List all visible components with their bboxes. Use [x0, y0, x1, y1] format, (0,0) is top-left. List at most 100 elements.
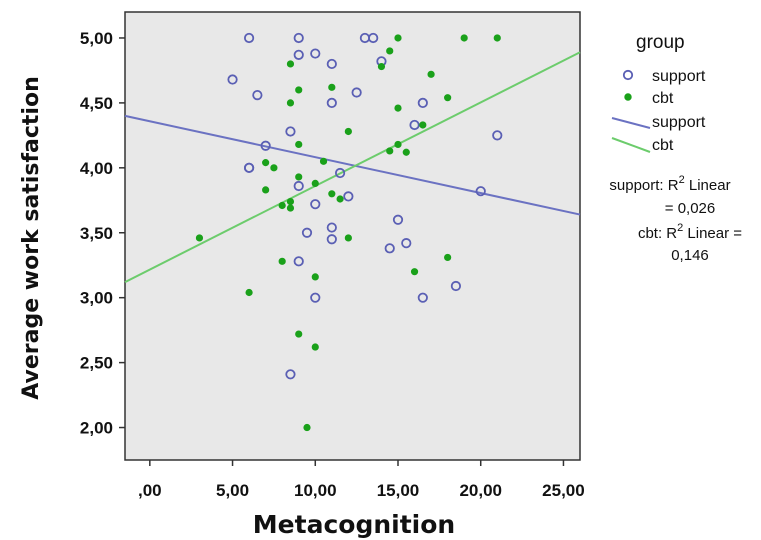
point-support-21 — [475, 186, 486, 197]
support-r2-line1: support: R2 Linear — [609, 174, 730, 194]
point-support-29 — [384, 243, 395, 254]
x-tick-label-5: 25,00 — [542, 481, 585, 500]
point-cbt-21 — [295, 173, 303, 181]
point-support-25 — [326, 222, 337, 233]
x-tick-label-3: 15,00 — [377, 481, 420, 500]
point-support-15 — [492, 130, 503, 141]
point-support-14 — [409, 119, 420, 131]
x-tick-label-2: 10,00 — [294, 481, 337, 500]
point-cbt-1 — [460, 34, 468, 42]
legend-marker-cbt — [624, 93, 632, 101]
point-cbt-5 — [377, 62, 386, 71]
point-cbt-24 — [328, 190, 336, 198]
point-support-8 — [227, 74, 238, 85]
y-tick-label-5: 4,50 — [80, 94, 113, 113]
point-cbt-35 — [245, 288, 253, 297]
point-support-34 — [285, 369, 296, 380]
point-cbt-8 — [328, 83, 336, 91]
point-cbt-10 — [394, 104, 402, 112]
data-points — [195, 32, 503, 432]
point-cbt-11 — [444, 94, 452, 102]
point-support-32 — [310, 292, 321, 303]
point-cbt-0 — [394, 34, 402, 42]
point-cbt-27 — [278, 201, 286, 210]
point-cbt-13 — [344, 127, 352, 136]
point-cbt-32 — [278, 257, 286, 265]
legend-label-cbt-line: cbt — [652, 137, 674, 154]
y-tick-label-2: 3,00 — [80, 289, 113, 308]
point-support-19 — [334, 167, 346, 179]
legend-line-cbt — [611, 137, 651, 153]
legend: group support cbt support cbt — [611, 32, 706, 154]
y-axis-title: Average work satisfaction — [19, 76, 44, 400]
point-cbt-23 — [262, 186, 270, 194]
legend-label-support-line: support — [652, 114, 706, 131]
cbt-r2-line1: cbt: R2 Linear = — [638, 222, 742, 242]
fit-lines — [124, 51, 581, 283]
plot-area — [124, 11, 581, 461]
point-cbt-34 — [311, 273, 319, 281]
point-cbt-18 — [262, 159, 270, 167]
point-support-12 — [417, 97, 428, 108]
legend-line-support — [611, 117, 651, 129]
point-cbt-25 — [336, 195, 344, 203]
point-support-28 — [401, 238, 412, 249]
point-support-23 — [343, 191, 354, 202]
point-cbt-26 — [286, 197, 295, 206]
r2-annotations: support: R2 Linear = 0,026 cbt: R2 Linea… — [609, 174, 742, 264]
point-support-27 — [301, 227, 313, 238]
point-cbt-4 — [286, 60, 295, 68]
x-tick-label-0: ,00 — [138, 481, 162, 500]
point-cbt-9 — [286, 99, 295, 107]
cbt-r2-line2: 0,146 — [671, 247, 709, 264]
point-support-9 — [252, 90, 263, 101]
y-tick-label-4: 4,00 — [80, 159, 113, 178]
legend-label-cbt-marker: cbt — [652, 90, 674, 107]
point-support-10 — [326, 97, 337, 108]
point-cbt-38 — [303, 423, 311, 432]
y-tick-label-3: 3,50 — [80, 224, 113, 243]
point-support-5 — [310, 48, 321, 59]
point-cbt-22 — [311, 179, 319, 188]
x-axis-title: Metacognition — [253, 510, 455, 539]
point-cbt-7 — [295, 86, 303, 94]
y-tick-label-6: 5,00 — [80, 29, 113, 48]
point-support-33 — [417, 292, 428, 303]
x-axis-ticks: ,00 5,00 10,00 15,00 20,00 25,00 — [138, 460, 585, 500]
fit-line-support — [124, 114, 581, 216]
point-cbt-28 — [286, 204, 295, 212]
y-tick-label-0: 2,00 — [80, 419, 113, 438]
point-support-20 — [293, 180, 304, 192]
support-r2-line2: = 0,026 — [665, 200, 715, 217]
point-cbt-3 — [386, 47, 394, 55]
point-support-31 — [450, 280, 462, 292]
point-support-11 — [351, 87, 362, 98]
point-support-26 — [326, 234, 337, 245]
point-cbt-37 — [311, 343, 319, 351]
point-support-3 — [368, 32, 379, 44]
point-cbt-6 — [427, 70, 435, 78]
y-tick-label-1: 2,50 — [80, 354, 113, 373]
point-cbt-20 — [270, 164, 278, 172]
point-cbt-36 — [295, 330, 303, 338]
point-cbt-30 — [344, 234, 352, 242]
point-support-4 — [293, 49, 304, 60]
point-cbt-19 — [319, 157, 328, 165]
point-cbt-14 — [295, 140, 303, 149]
legend-label-support-marker: support — [652, 68, 706, 85]
x-tick-label-4: 20,00 — [459, 481, 502, 500]
legend-marker-support — [622, 69, 634, 81]
point-support-18 — [243, 162, 255, 173]
point-support-1 — [293, 32, 304, 44]
point-cbt-15 — [394, 140, 402, 149]
point-cbt-29 — [195, 234, 204, 242]
point-cbt-31 — [444, 253, 452, 262]
x-tick-label-1: 5,00 — [216, 481, 249, 500]
point-support-30 — [293, 256, 304, 267]
point-cbt-17 — [402, 148, 410, 156]
point-cbt-16 — [386, 147, 394, 155]
point-support-24 — [392, 214, 404, 225]
point-support-13 — [285, 126, 296, 137]
point-cbt-2 — [493, 34, 501, 42]
